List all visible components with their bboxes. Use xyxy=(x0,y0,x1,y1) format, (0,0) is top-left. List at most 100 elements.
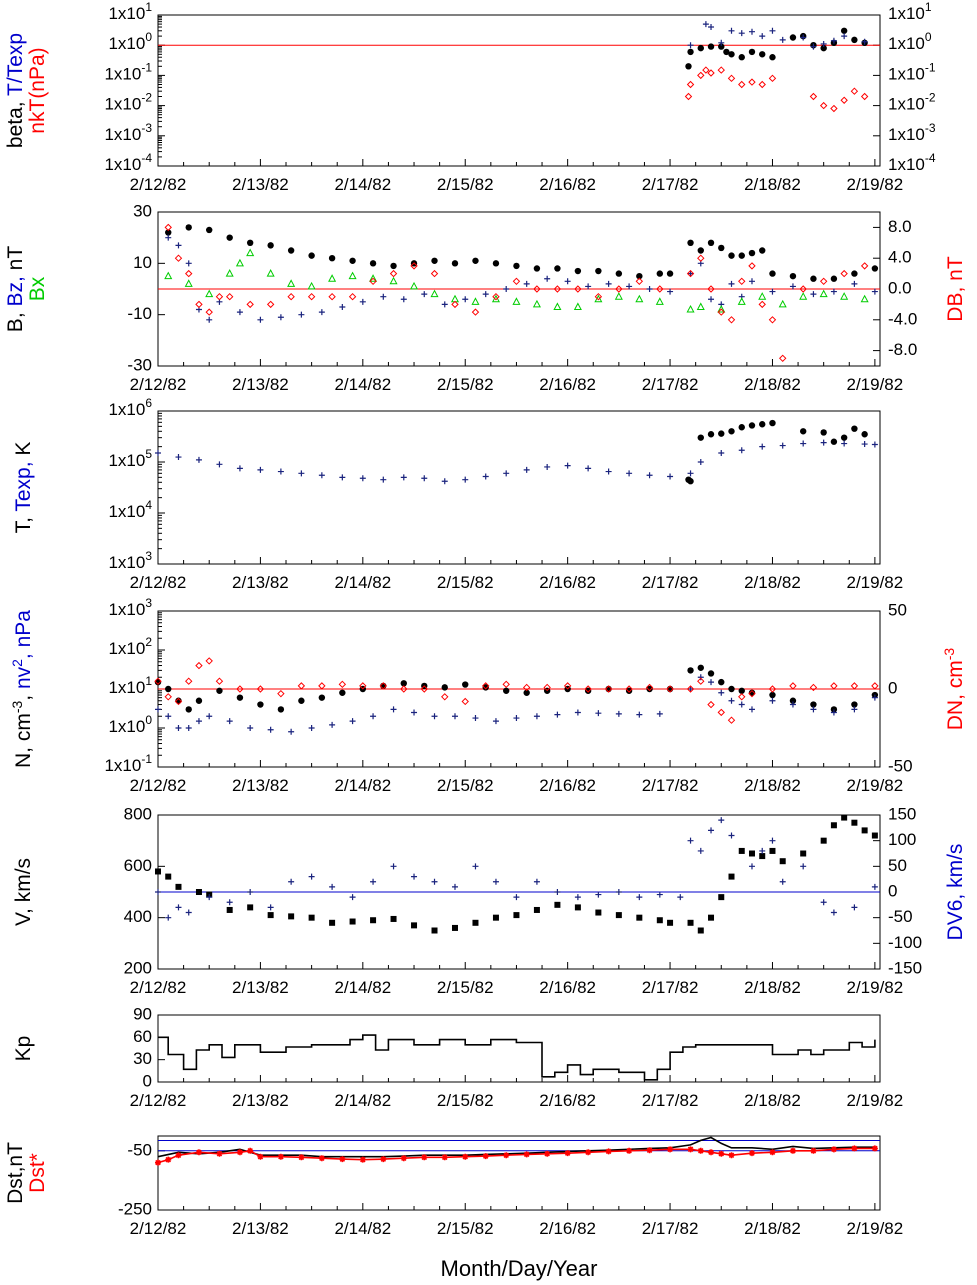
density-point xyxy=(738,693,746,701)
density-point xyxy=(215,677,224,685)
density-point xyxy=(666,685,674,693)
speed-point xyxy=(472,863,479,870)
dst-point xyxy=(605,1148,612,1155)
bfield-point xyxy=(860,262,869,270)
date-tick-label: 2/14/82 xyxy=(334,375,391,394)
date-tick-label: 2/17/82 xyxy=(642,1219,699,1238)
bfield-point xyxy=(205,289,214,298)
density-point xyxy=(789,701,796,708)
dst-series-red xyxy=(155,1145,878,1166)
density-point xyxy=(830,682,838,690)
temp-point xyxy=(800,440,807,447)
density-point xyxy=(155,706,161,713)
y-tick-label: 1x101 xyxy=(108,0,152,23)
bfield-point xyxy=(810,275,817,282)
bfield-point xyxy=(635,294,644,303)
bfield-point xyxy=(718,244,725,252)
date-tick-label: 2/15/82 xyxy=(437,573,494,592)
kp-series-black xyxy=(158,1034,876,1081)
bfield-point xyxy=(614,292,623,300)
dst-point xyxy=(165,1156,172,1163)
date-tick-label: 2/12/82 xyxy=(130,1219,187,1238)
bfield-point xyxy=(656,270,664,277)
density-point xyxy=(338,680,347,689)
speed-point xyxy=(574,904,581,911)
y-tick-label: 1x10-3 xyxy=(104,121,152,144)
temp-point xyxy=(462,476,469,483)
panel-dst-frame xyxy=(157,1135,881,1211)
speed-point xyxy=(697,847,704,854)
density-point xyxy=(451,713,458,720)
date-tick-label: 2/12/82 xyxy=(130,776,187,795)
bfield-point xyxy=(697,247,704,254)
density-point xyxy=(584,685,592,693)
y2-tick-label: 150 xyxy=(888,804,916,823)
bfield-point xyxy=(789,272,797,280)
bfield-point xyxy=(646,286,653,292)
ylabel-speed: V, km/s xyxy=(12,858,35,926)
density-point xyxy=(717,708,725,717)
beta-point xyxy=(830,37,837,44)
date-tick-label: 2/14/82 xyxy=(334,573,391,592)
bfield-point xyxy=(390,262,397,270)
beta-point xyxy=(800,34,807,41)
y-tick-label: 10 xyxy=(133,253,152,272)
date-tick-label: 2/17/82 xyxy=(642,175,699,194)
density-point xyxy=(195,661,203,670)
speed-point xyxy=(728,832,735,839)
density-point xyxy=(707,670,715,677)
beta-point xyxy=(697,44,704,52)
beta-point xyxy=(860,92,869,101)
density-point xyxy=(697,677,705,685)
y2-tick-label: 50 xyxy=(888,600,907,619)
date-tick-label: 2/13/82 xyxy=(232,175,289,194)
density-point xyxy=(728,697,735,704)
bfield-point xyxy=(246,248,255,257)
bfield-point xyxy=(492,292,500,301)
speed-point xyxy=(431,878,438,885)
bfield-point xyxy=(266,269,275,277)
temp-point xyxy=(257,466,264,473)
rlabel-speed: DV6, km/s xyxy=(944,844,967,941)
panel-bfield: 2/12/82 2/13/82 2/14/82 2/15/82 2/16/82 2/17/… xyxy=(4,201,967,394)
bfield-point xyxy=(748,262,756,270)
density-point xyxy=(226,718,233,725)
bfield-point xyxy=(205,308,213,316)
beta-point xyxy=(738,80,746,89)
temp-point xyxy=(687,478,694,485)
temp-point xyxy=(155,450,161,457)
dst-point xyxy=(503,1152,510,1159)
density-point xyxy=(288,728,295,735)
temp-point xyxy=(871,441,878,448)
temp-point xyxy=(503,470,510,477)
bfield-point xyxy=(185,260,192,267)
bfield-point xyxy=(851,270,858,277)
bfield-point xyxy=(451,260,459,267)
density-series-blue xyxy=(155,674,878,735)
speed-point xyxy=(841,814,848,821)
density-point xyxy=(851,701,858,708)
date-tick-label: 2/17/82 xyxy=(642,978,699,997)
beta-point xyxy=(748,28,755,35)
date-tick-label: 2/15/82 xyxy=(437,1219,494,1238)
bfield-point xyxy=(257,316,264,323)
y-tick-label: 1x10-2 xyxy=(104,91,152,114)
density-point xyxy=(686,685,695,693)
beta-point xyxy=(684,92,693,101)
speed-point xyxy=(329,883,336,890)
bfield-point xyxy=(267,242,274,249)
density-series-red xyxy=(154,657,879,724)
beta-point xyxy=(697,71,705,80)
density-point xyxy=(830,709,837,716)
date-tick-label: 2/15/82 xyxy=(437,375,494,394)
y-tick-label: 600 xyxy=(124,856,152,875)
bfield-point xyxy=(491,294,500,303)
temp-point xyxy=(769,419,776,427)
bfield-series-blue xyxy=(165,234,878,323)
density-point xyxy=(298,697,305,704)
bfield-point xyxy=(225,269,234,277)
bfield-point xyxy=(871,265,879,272)
dst-point xyxy=(380,1156,387,1163)
bfield-point xyxy=(799,292,808,300)
density-series-black xyxy=(154,664,879,713)
